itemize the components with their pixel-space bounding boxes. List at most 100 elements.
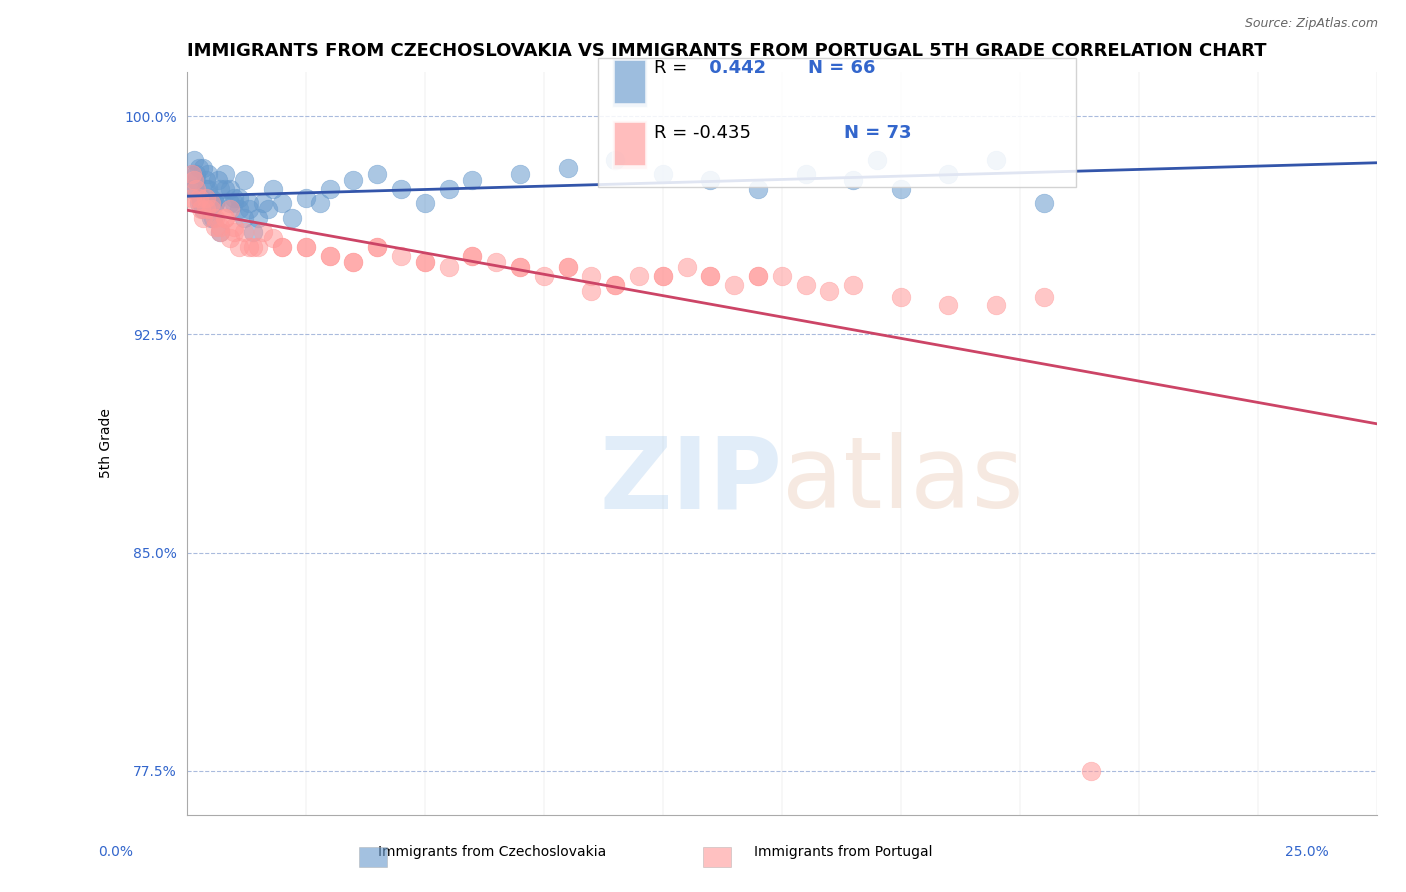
Point <box>200 211 222 225</box>
Point <box>389 182 412 196</box>
Point <box>509 260 531 275</box>
Text: atlas: atlas <box>782 432 1024 529</box>
Point <box>218 196 240 211</box>
Point <box>256 202 278 217</box>
Point <box>252 226 274 240</box>
Point <box>180 182 202 196</box>
Point <box>271 240 294 254</box>
Point <box>723 277 745 292</box>
Point <box>318 249 340 263</box>
Point <box>194 202 217 217</box>
Text: IMMIGRANTS FROM CZECHOSLOVAKIA VS IMMIGRANTS FROM PORTUGAL 5TH GRADE CORRELATION: IMMIGRANTS FROM CZECHOSLOVAKIA VS IMMIGR… <box>187 42 1267 60</box>
Point <box>218 202 240 217</box>
Point <box>201 196 224 211</box>
Point <box>651 167 673 181</box>
Point <box>204 196 226 211</box>
Point <box>842 173 865 187</box>
Point <box>186 167 208 181</box>
Point <box>866 153 889 167</box>
Point <box>699 269 721 284</box>
Point <box>209 182 232 196</box>
Point <box>204 196 226 211</box>
Point <box>461 249 484 263</box>
Point <box>1080 764 1102 778</box>
Point <box>413 196 436 211</box>
Point <box>389 249 412 263</box>
Point <box>533 269 555 284</box>
Text: R = -0.435: R = -0.435 <box>654 124 751 142</box>
Point <box>938 298 960 312</box>
Point <box>770 269 793 284</box>
Point <box>651 269 673 284</box>
Point <box>271 196 294 211</box>
Point <box>794 277 817 292</box>
Y-axis label: 5th Grade: 5th Grade <box>100 409 114 478</box>
Point <box>193 161 215 176</box>
Text: Source: ZipAtlas.com: Source: ZipAtlas.com <box>1244 17 1378 29</box>
Point <box>366 240 388 254</box>
Point <box>628 269 651 284</box>
Point <box>186 173 208 187</box>
Point <box>295 240 318 254</box>
Point <box>194 182 217 196</box>
Point <box>238 202 260 217</box>
Point <box>247 240 270 254</box>
Point <box>818 284 841 298</box>
Point <box>342 254 364 268</box>
Point <box>318 249 340 263</box>
Point <box>187 196 209 211</box>
Point <box>984 298 1007 312</box>
Point <box>461 173 484 187</box>
Point <box>224 196 246 211</box>
Point <box>224 219 246 234</box>
Point <box>605 153 627 167</box>
Point <box>183 173 205 187</box>
Point <box>699 173 721 187</box>
Point <box>204 219 226 234</box>
Point <box>651 269 673 284</box>
Point <box>1032 289 1054 303</box>
Point <box>437 260 460 275</box>
Point <box>193 211 215 225</box>
Point <box>581 284 603 298</box>
Point <box>233 173 256 187</box>
Point <box>200 202 222 217</box>
Point <box>204 211 226 225</box>
Point <box>238 196 260 211</box>
Point <box>209 226 232 240</box>
Point <box>233 226 256 240</box>
Point <box>509 260 531 275</box>
Point <box>366 167 388 181</box>
Point <box>280 211 302 225</box>
Point <box>200 196 222 211</box>
Point <box>413 254 436 268</box>
Point <box>197 167 219 181</box>
Point <box>183 182 205 196</box>
Point <box>262 231 284 245</box>
Point <box>186 182 208 196</box>
Text: ZIP: ZIP <box>599 432 782 529</box>
Point <box>190 190 212 204</box>
Point <box>180 167 202 181</box>
Point <box>271 240 294 254</box>
Point <box>186 196 208 211</box>
Point <box>461 249 484 263</box>
Point <box>509 167 531 181</box>
Point <box>194 173 217 187</box>
Point <box>242 240 264 254</box>
Text: Immigrants from Portugal: Immigrants from Portugal <box>755 846 932 859</box>
Point <box>180 167 202 181</box>
Point <box>581 269 603 284</box>
Point <box>238 240 260 254</box>
Point <box>309 196 332 211</box>
Point <box>262 182 284 196</box>
Point <box>747 269 769 284</box>
Point <box>366 240 388 254</box>
Point <box>180 190 202 204</box>
Point <box>207 173 229 187</box>
Point <box>252 196 274 211</box>
Text: N = 66: N = 66 <box>808 59 876 77</box>
Point <box>938 167 960 181</box>
Point <box>228 190 250 204</box>
Point <box>295 190 318 204</box>
